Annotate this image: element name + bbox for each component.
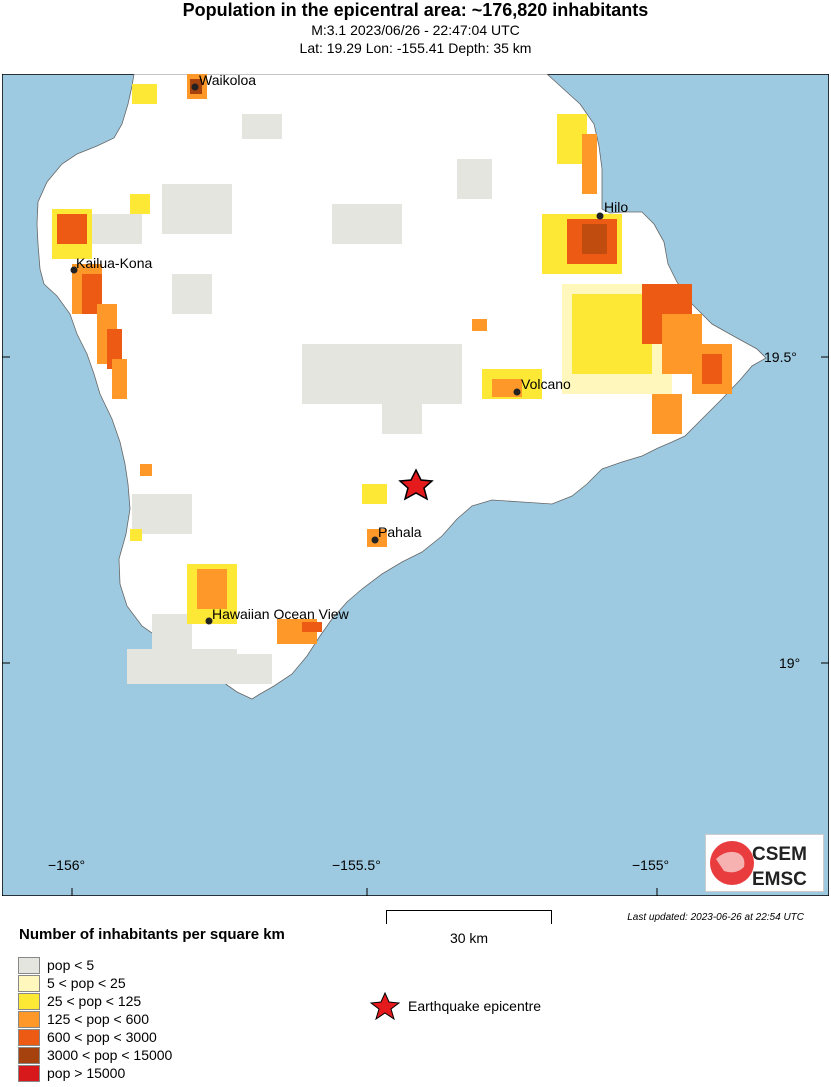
legend-label: pop > 15000 — [47, 1065, 126, 1081]
logo-line1: CSEM — [752, 844, 807, 865]
legend-swatch — [18, 1028, 40, 1046]
place-label-pahala: Pahala — [378, 524, 422, 540]
place-markers — [70, 83, 604, 625]
legend-label: 600 < pop < 3000 — [47, 1029, 157, 1045]
place-label-hilo: Hilo — [604, 199, 628, 215]
lon-tick-156: −156° — [48, 857, 85, 873]
graticule-ticks — [2, 356, 829, 896]
place-label-waikoloa: Waikoloa — [199, 74, 256, 88]
legend-swatch — [18, 1010, 40, 1028]
legend-swatch — [18, 1046, 40, 1064]
location-info: Lat: 19.29 Lon: -155.41 Depth: 35 km — [299, 40, 532, 56]
legend-item: 125 < pop < 600 — [18, 1010, 149, 1028]
star-icon — [370, 992, 400, 1020]
density-high-patches — [52, 74, 732, 644]
legend-item: 600 < pop < 3000 — [18, 1028, 157, 1046]
lat-tick-19: 19° — [779, 655, 800, 671]
event-info: M:3.1 2023/06/26 - 22:47:04 UTC — [311, 22, 520, 38]
scale-bar — [386, 910, 552, 924]
legend-label: 125 < pop < 600 — [47, 1011, 149, 1027]
population-map[interactable]: Waikoloa Hilo Kailua-Kona Volcano Pahala… — [2, 74, 829, 896]
epicenter-star-icon[interactable] — [398, 468, 434, 501]
legend-item: pop > 15000 — [18, 1064, 125, 1082]
legend-item: 5 < pop < 25 — [18, 974, 126, 992]
map-title: Population in the epicentral area: ~176,… — [182, 0, 649, 20]
scale-label: 30 km — [449, 930, 489, 946]
place-label-hawaiian-ocean-view: Hawaiian Ocean View — [212, 606, 350, 622]
legend-swatch — [18, 956, 40, 974]
legend-epicentre: Earthquake epicentre — [370, 992, 541, 1020]
legend-label: pop < 5 — [47, 957, 95, 973]
legend-label: 5 < pop < 25 — [47, 975, 126, 991]
logo-line2: EMSC — [752, 869, 807, 890]
legend-item: pop < 5 — [18, 956, 94, 974]
last-updated: Last updated: 2023-06-26 at 22:54 UTC — [627, 912, 804, 923]
legend-title: Number of inhabitants per square km — [19, 926, 285, 943]
legend-item: 3000 < pop < 15000 — [18, 1046, 172, 1064]
legend-epicentre-label: Earthquake epicentre — [408, 998, 542, 1014]
lat-tick-19-5: 19.5° — [764, 349, 797, 365]
lon-tick-155-5: −155.5° — [332, 857, 381, 873]
legend-label: 25 < pop < 125 — [47, 993, 142, 1009]
density-low-patches — [92, 114, 492, 684]
legend-swatch — [18, 992, 40, 1010]
place-label-volcano: Volcano — [521, 376, 571, 392]
lon-tick-155: −155° — [632, 857, 669, 873]
place-label-kailua-kona: Kailua-Kona — [76, 255, 152, 271]
legend-swatch — [18, 1064, 40, 1082]
legend-item: 25 < pop < 125 — [18, 992, 141, 1010]
legend-swatch — [18, 974, 40, 992]
csem-emsc-logo: CSEM EMSC — [705, 834, 824, 892]
legend-label: 3000 < pop < 15000 — [47, 1047, 173, 1063]
